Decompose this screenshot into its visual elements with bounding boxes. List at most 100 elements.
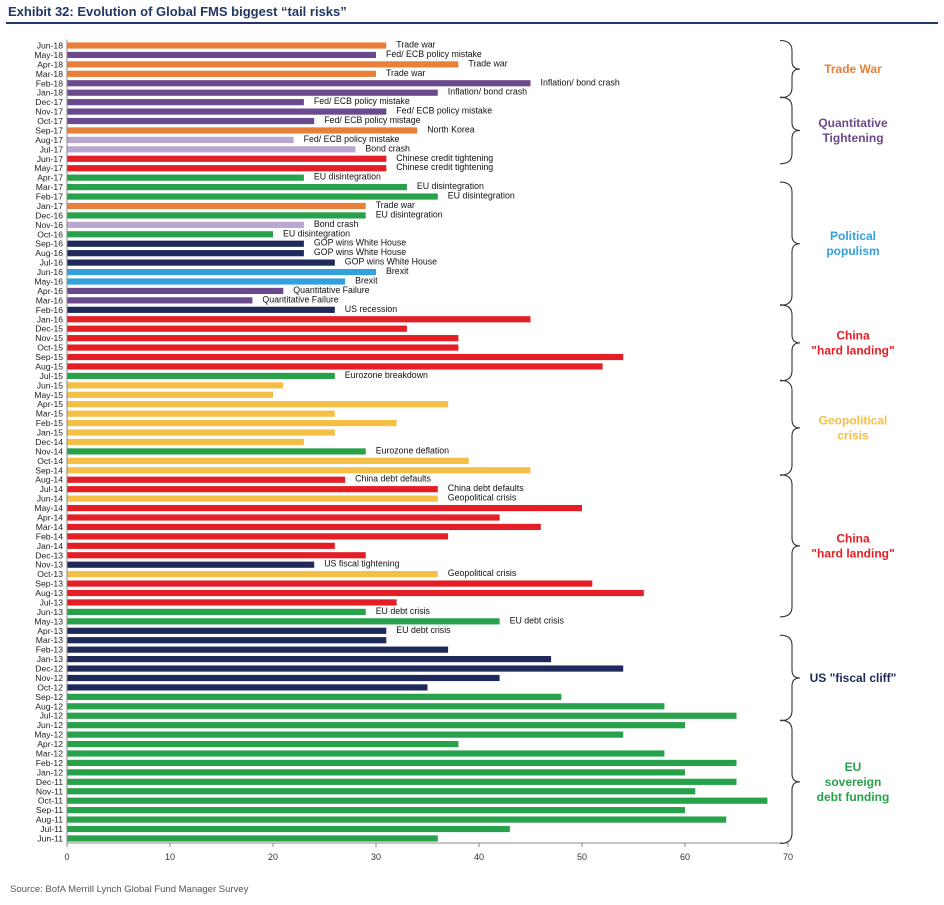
y-tick-label: Feb-17 [36,192,63,202]
bar [67,778,737,785]
y-tick-label: Feb-13 [36,645,63,655]
x-tick-label: 10 [165,852,175,862]
bar-label: Fed/ ECB policy mistake [304,134,400,144]
bar [67,174,304,181]
bar [67,61,459,68]
bar [67,514,500,521]
bar [67,372,335,379]
x-tick-label: 50 [577,852,587,862]
bar-label: North Korea [427,124,475,134]
bar-label: Fed/ ECB policy mistake [386,49,482,59]
x-axis: 0 10 20 30 40 50 60 70 [64,39,793,862]
y-tick-label: Apr-15 [37,399,63,409]
y-tick-label: Dec-17 [35,97,63,107]
bar-label: Eurozone deflation [376,445,449,455]
bar [67,221,304,228]
y-tick-label: Mar-13 [36,635,63,645]
bar [67,684,428,691]
bar [67,70,376,77]
bar [67,259,335,266]
y-tick-label: Jun-16 [37,267,63,277]
era-brace [779,379,801,476]
y-tick-label: Sep-14 [35,465,63,475]
bar [67,674,500,682]
y-tick-label: Dec-11 [36,777,63,787]
y-tick-label: Oct-17 [37,116,63,126]
y-tick-label: May-16 [34,277,63,287]
bar-label: Fed/ ECB policy mistage [324,115,420,125]
y-tick-label: Dec-14 [35,437,63,447]
bar [67,825,510,833]
bar [67,656,552,663]
bar [67,438,304,446]
era-label: China [836,328,870,342]
y-tick-label: Apr-18 [37,59,63,69]
bar [67,146,356,153]
y-tick-label: Aug-13 [35,588,63,598]
bar [67,807,685,814]
bar [67,504,582,512]
bar [67,108,387,115]
bar [67,712,737,719]
y-tick-label: Feb-15 [36,418,63,428]
bar [67,495,438,502]
y-tick-label: Jun-11 [37,833,63,843]
era-brace [779,304,801,382]
bar-label: EU disintegration [283,228,350,238]
y-tick-label: Aug-15 [35,361,63,371]
y-tick-label: Mar-12 [36,749,63,759]
y-tick-label: Jun-15 [37,380,63,390]
era-label: Tightening [822,131,883,145]
bar [67,184,407,191]
bar [67,637,387,644]
x-tick-label: 40 [474,852,484,862]
y-tick-label: Oct-16 [37,229,63,239]
y-tick-label: Apr-16 [37,286,63,296]
y-tick-label: Feb-18 [36,78,63,88]
bar [67,335,459,342]
bar [67,117,315,125]
x-tick-label: 60 [680,852,690,862]
bar-label: Eurozone breakdown [345,370,428,380]
y-tick-label: Jul-17 [40,144,64,154]
bar [67,788,696,795]
y-tick-label: Jun-14 [37,494,63,504]
bar-label: EU debt crisis [376,606,431,616]
era-label: sovereign [825,775,882,789]
bar [67,467,531,474]
bar [67,240,304,247]
bar-label: Bond crash [314,219,359,229]
bar-label: Trade war [386,68,425,78]
bar [67,571,438,578]
bar [67,693,562,700]
bar [67,542,335,549]
bar [67,722,685,729]
bar [67,740,459,748]
y-tick-label: Jun-12 [37,720,63,730]
y-tick-label: Aug-11 [36,815,63,825]
bar-label: Fed/ ECB policy mistake [314,96,410,106]
bar-label: EU debt crisis [396,625,451,635]
bar [67,618,500,625]
era-brace [779,634,801,722]
bar-label: EU disintegration [314,172,381,182]
bar [67,580,593,587]
bar-label: Chinese credit tightening [396,153,493,163]
bar [67,561,315,568]
bar [67,750,665,757]
bar [67,731,624,738]
y-tick-label: Apr-13 [37,626,63,636]
era-label: EU [845,760,862,774]
bar [67,306,335,313]
bar-label: GOP wins White House [314,238,406,248]
y-tick-label: Oct-12 [37,682,63,692]
y-tick-label: Aug-17 [35,135,63,145]
era-brace [779,181,801,306]
era-label: populism [826,244,879,258]
y-tick-label: May-18 [34,50,63,60]
y-tick-label: Dec-12 [35,664,63,674]
y-tick-label: Jun-17 [37,154,63,164]
bar-label: EU debt crisis [510,615,565,625]
bar [67,420,397,427]
